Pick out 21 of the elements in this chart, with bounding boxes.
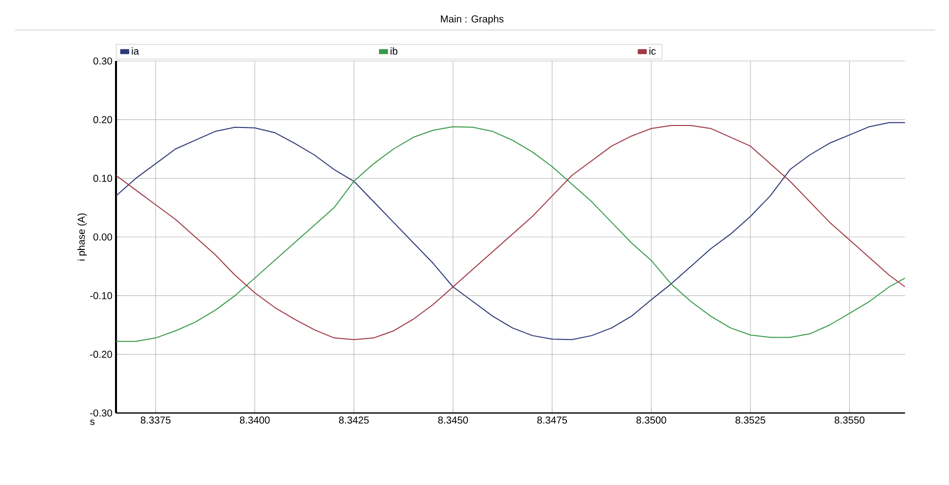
legend-label: ia [132, 47, 139, 55]
y-tick-label: 0.30 [93, 57, 112, 65]
y-tick-label: -0.30 [90, 409, 112, 417]
legend-label: ic [649, 47, 656, 55]
y-tick-label: 0.10 [93, 174, 112, 182]
y-tick-label: 0.20 [93, 116, 112, 124]
x-tick-label: 8.3500 [636, 416, 666, 424]
x-axis-title: s [90, 420, 94, 425]
x-tick-label: 8.3425 [339, 416, 369, 424]
x-tick-label: 8.3450 [438, 416, 468, 424]
y-axis-title: i phase (A) [77, 213, 87, 261]
x-tick-label: 8.3550 [834, 416, 864, 424]
y-tick-label: 0.00 [93, 233, 112, 241]
y-tick-label: -0.20 [90, 350, 112, 358]
y-tick-label: -0.10 [90, 292, 112, 300]
chart-title: Main : Graphs [440, 15, 504, 24]
x-tick-label: 8.3475 [537, 416, 568, 424]
x-tick-label: 8.3400 [240, 416, 270, 424]
x-tick-label: 8.3375 [140, 416, 171, 424]
legend-label: ib [390, 47, 398, 55]
x-tick-label: 8.3525 [736, 416, 766, 424]
